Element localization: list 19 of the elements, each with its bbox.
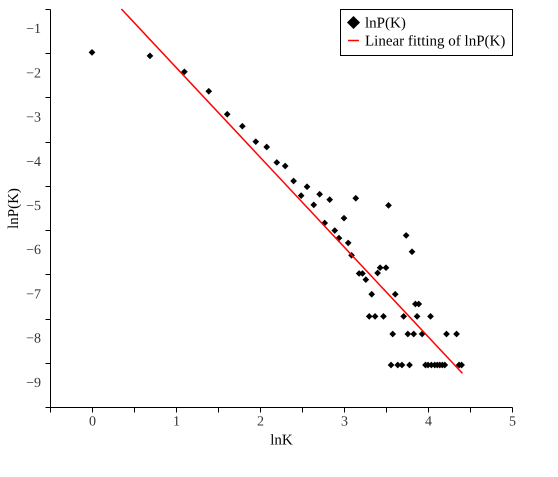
y-tick-label: −5 xyxy=(26,199,41,214)
legend-label: lnP(K) xyxy=(365,16,406,32)
y-tick-label: −1 xyxy=(26,22,41,38)
y-tick-label: −8 xyxy=(26,332,41,347)
x-tick-label: 4 xyxy=(425,414,432,430)
y-tick-label: −2 xyxy=(26,66,41,82)
y-tick-label: −7 xyxy=(26,287,41,302)
y-tick-label: −9 xyxy=(26,376,41,391)
legend-label: Linear fitting of lnP(K) xyxy=(365,34,506,50)
x-tick-label: 3 xyxy=(341,414,348,430)
y-tick-label: −6 xyxy=(26,243,41,258)
y-tick-label: −4 xyxy=(26,154,41,170)
y-axis-title: lnP(K) xyxy=(6,188,22,229)
x-tick-label: 1 xyxy=(173,414,180,430)
x-axis-title: lnK xyxy=(270,432,293,448)
x-tick-label: 0 xyxy=(89,414,96,430)
y-tick-label: −3 xyxy=(26,110,41,126)
x-tick-label: 2 xyxy=(257,414,264,430)
x-tick-label: 5 xyxy=(509,414,516,430)
